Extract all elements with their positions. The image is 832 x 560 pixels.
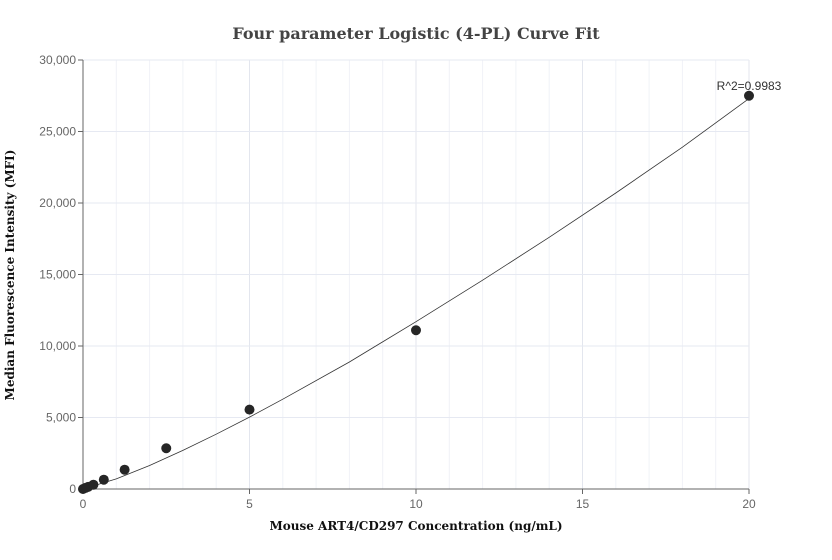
y-tick-label: 30,000 <box>39 53 76 67</box>
y-tick-label: 25,000 <box>39 125 76 139</box>
y-axis-label: Median Fluorescence Intensity (MFI) <box>3 150 17 401</box>
data-point <box>744 90 754 101</box>
x-axis-label: Mouse ART4/CD297 Concentration (ng/mL) <box>269 519 562 533</box>
data-point <box>411 325 421 336</box>
data-point <box>88 479 99 490</box>
x-tick-label: 10 <box>409 497 423 511</box>
y-tick-label: 0 <box>69 482 76 496</box>
y-tick-label: 10,000 <box>39 339 76 353</box>
data-point <box>244 404 255 415</box>
data-points <box>78 90 754 494</box>
r-squared-annotation: R^2=0.9983 <box>717 79 782 93</box>
x-tick-label: 20 <box>742 497 756 511</box>
data-point <box>119 464 130 475</box>
x-tick-label: 15 <box>576 497 590 511</box>
x-tick-label: 5 <box>246 497 253 511</box>
fit-curve <box>82 98 750 490</box>
x-tick-label: 0 <box>80 497 87 511</box>
y-tick-label: 5,000 <box>46 411 76 425</box>
data-point <box>98 474 109 485</box>
axes <box>78 59 750 494</box>
chart-title: Four parameter Logistic (4-PL) Curve Fit <box>232 24 600 43</box>
y-tick-label: 20,000 <box>39 196 76 210</box>
data-point <box>161 443 172 454</box>
grid <box>83 59 750 489</box>
y-tick-label: 15,000 <box>39 268 76 282</box>
tick-labels: 0 5,000 10,000 15,000 20,000 25,000 30,000 0 5 10… <box>39 53 756 511</box>
